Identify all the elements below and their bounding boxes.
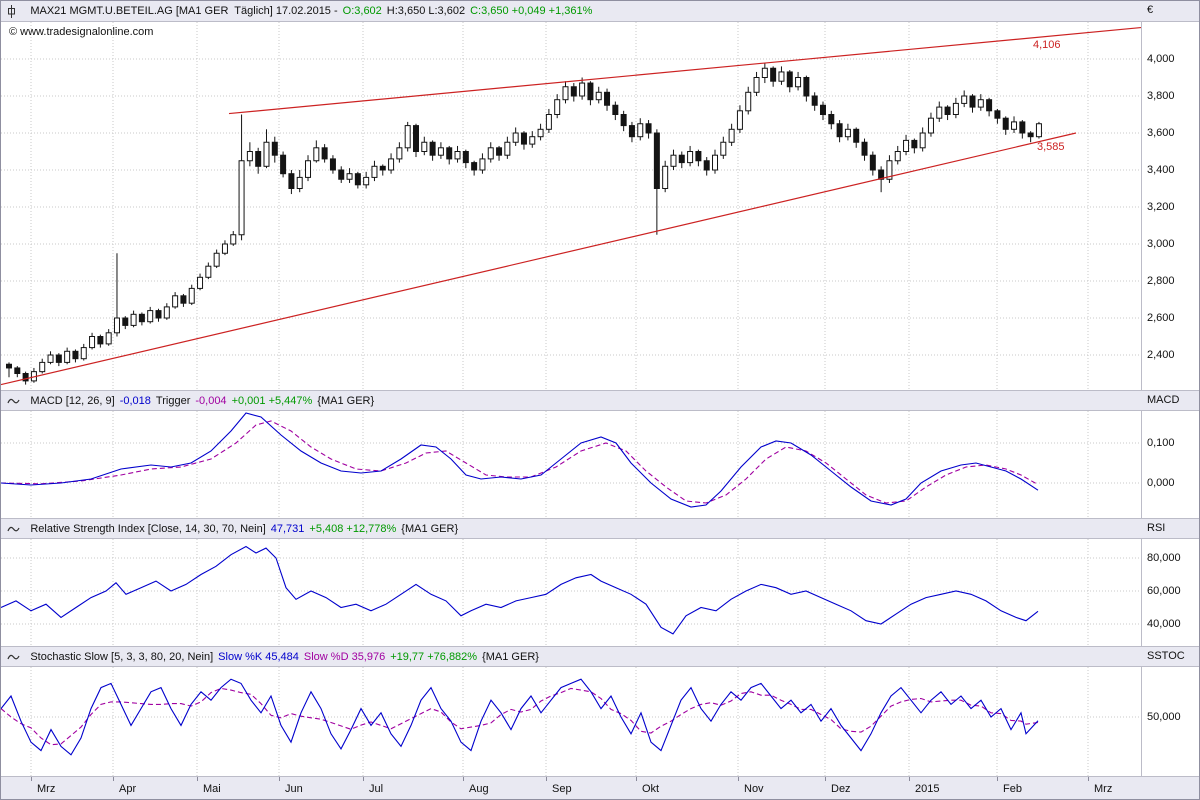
rsi-panel-header[interactable]: Relative Strength Index [Close, 14, 30, … [1,518,1199,539]
rsi-scope: {MA1 GER} [401,522,459,535]
month-tick [546,777,547,781]
rsi-value: 47,731 [270,522,305,535]
month-label: Dez [831,783,851,795]
currency-label: € [1147,4,1154,16]
month-label: Mai [203,783,221,795]
indicator-wave-icon [7,500,25,558]
month-tick [363,777,364,781]
instrument-icon [7,1,25,42]
upper-trendline-value: 4,106 [1033,39,1061,51]
stoch-name: Stochastic Slow [5, 3, 3, 80, 20, Nein] [30,650,214,663]
stoch-scope: {MA1 GER} [482,650,539,663]
macd-axis-name: MACD [1147,394,1180,406]
month-tick [636,777,637,781]
close-value: C:3,650 +0,049 +1,361% [470,5,593,17]
macd-change: +0,001 +5,447% [231,394,313,407]
stoch-change: +19,77 +76,882% [390,650,478,663]
month-label: Aug [469,783,489,795]
time-axis[interactable]: Mrz Apr Mai Jun Jul Aug Sep Okt Nov Dez 2015 Feb Mrz [1,776,1199,799]
macd-plot[interactable] [1,411,1141,518]
indicator-wave-icon [7,628,25,686]
month-label: Sep [552,783,572,795]
macd-canvas [1,411,1141,518]
main-chart-header[interactable]: MAX21 MGMT.U.BETEIL.AG [MA1 GER Täglich]… [1,1,1199,22]
month-tick [825,777,826,781]
month-tick [279,777,280,781]
rsi-name: Relative Strength Index [Close, 14, 30, … [30,522,266,535]
month-label: Jul [369,783,384,795]
month-label: 2015 [915,783,940,795]
month-label: Jun [285,783,303,795]
month-label: Nov [744,783,764,795]
month-label: Feb [1003,783,1022,795]
month-label: Mrz [37,783,56,795]
macd-trigger-value: -0,004 [195,394,227,407]
stoch-k-value: Slow %K 45,484 [218,650,299,663]
month-tick [738,777,739,781]
month-tick [463,777,464,781]
rsi-change: +5,408 +12,778% [309,522,397,535]
rsi-canvas [1,539,1141,646]
lower-trendline-value: 3,585 [1037,141,1065,153]
month-tick [31,777,32,781]
macd-trigger-label: Trigger [155,394,191,407]
month-tick [997,777,998,781]
month-label: Mrz [1094,783,1113,795]
copyright-watermark: © www.tradesignalonline.com [9,26,154,38]
stoch-canvas [1,667,1141,776]
month-tick [909,777,910,781]
macd-scope: {MA1 GER} [317,394,375,407]
rsi-axis-name: RSI [1147,522,1166,534]
macd-name: MACD [12, 26, 9] [30,394,115,407]
month-tick [113,777,114,781]
open-value: O:3,602 [342,5,382,17]
month-label: Okt [642,783,660,795]
month-tick [1088,777,1089,781]
price-chart-plot[interactable] [1,22,1141,390]
stoch-d-value: Slow %D 35,976 [303,650,386,663]
price-chart-canvas [1,22,1141,390]
stoch-axis-name: SSTOC [1147,650,1185,662]
indicator-wave-icon [7,372,25,430]
chart-title: MAX21 MGMT.U.BETEIL.AG [MA1 GER Täglich]… [30,5,338,17]
macd-value: -0,018 [119,394,151,407]
stoch-panel-header[interactable]: Stochastic Slow [5, 3, 3, 80, 20, Nein] … [1,646,1199,667]
high-low-value: H:3,650 L:3,602 [386,5,466,17]
month-label: Apr [119,783,137,795]
macd-panel-header[interactable]: MACD [12, 26, 9] -0,018 Trigger -0,004 +… [1,390,1199,411]
month-tick [197,777,198,781]
stoch-plot[interactable] [1,667,1141,776]
rsi-plot[interactable] [1,539,1141,646]
